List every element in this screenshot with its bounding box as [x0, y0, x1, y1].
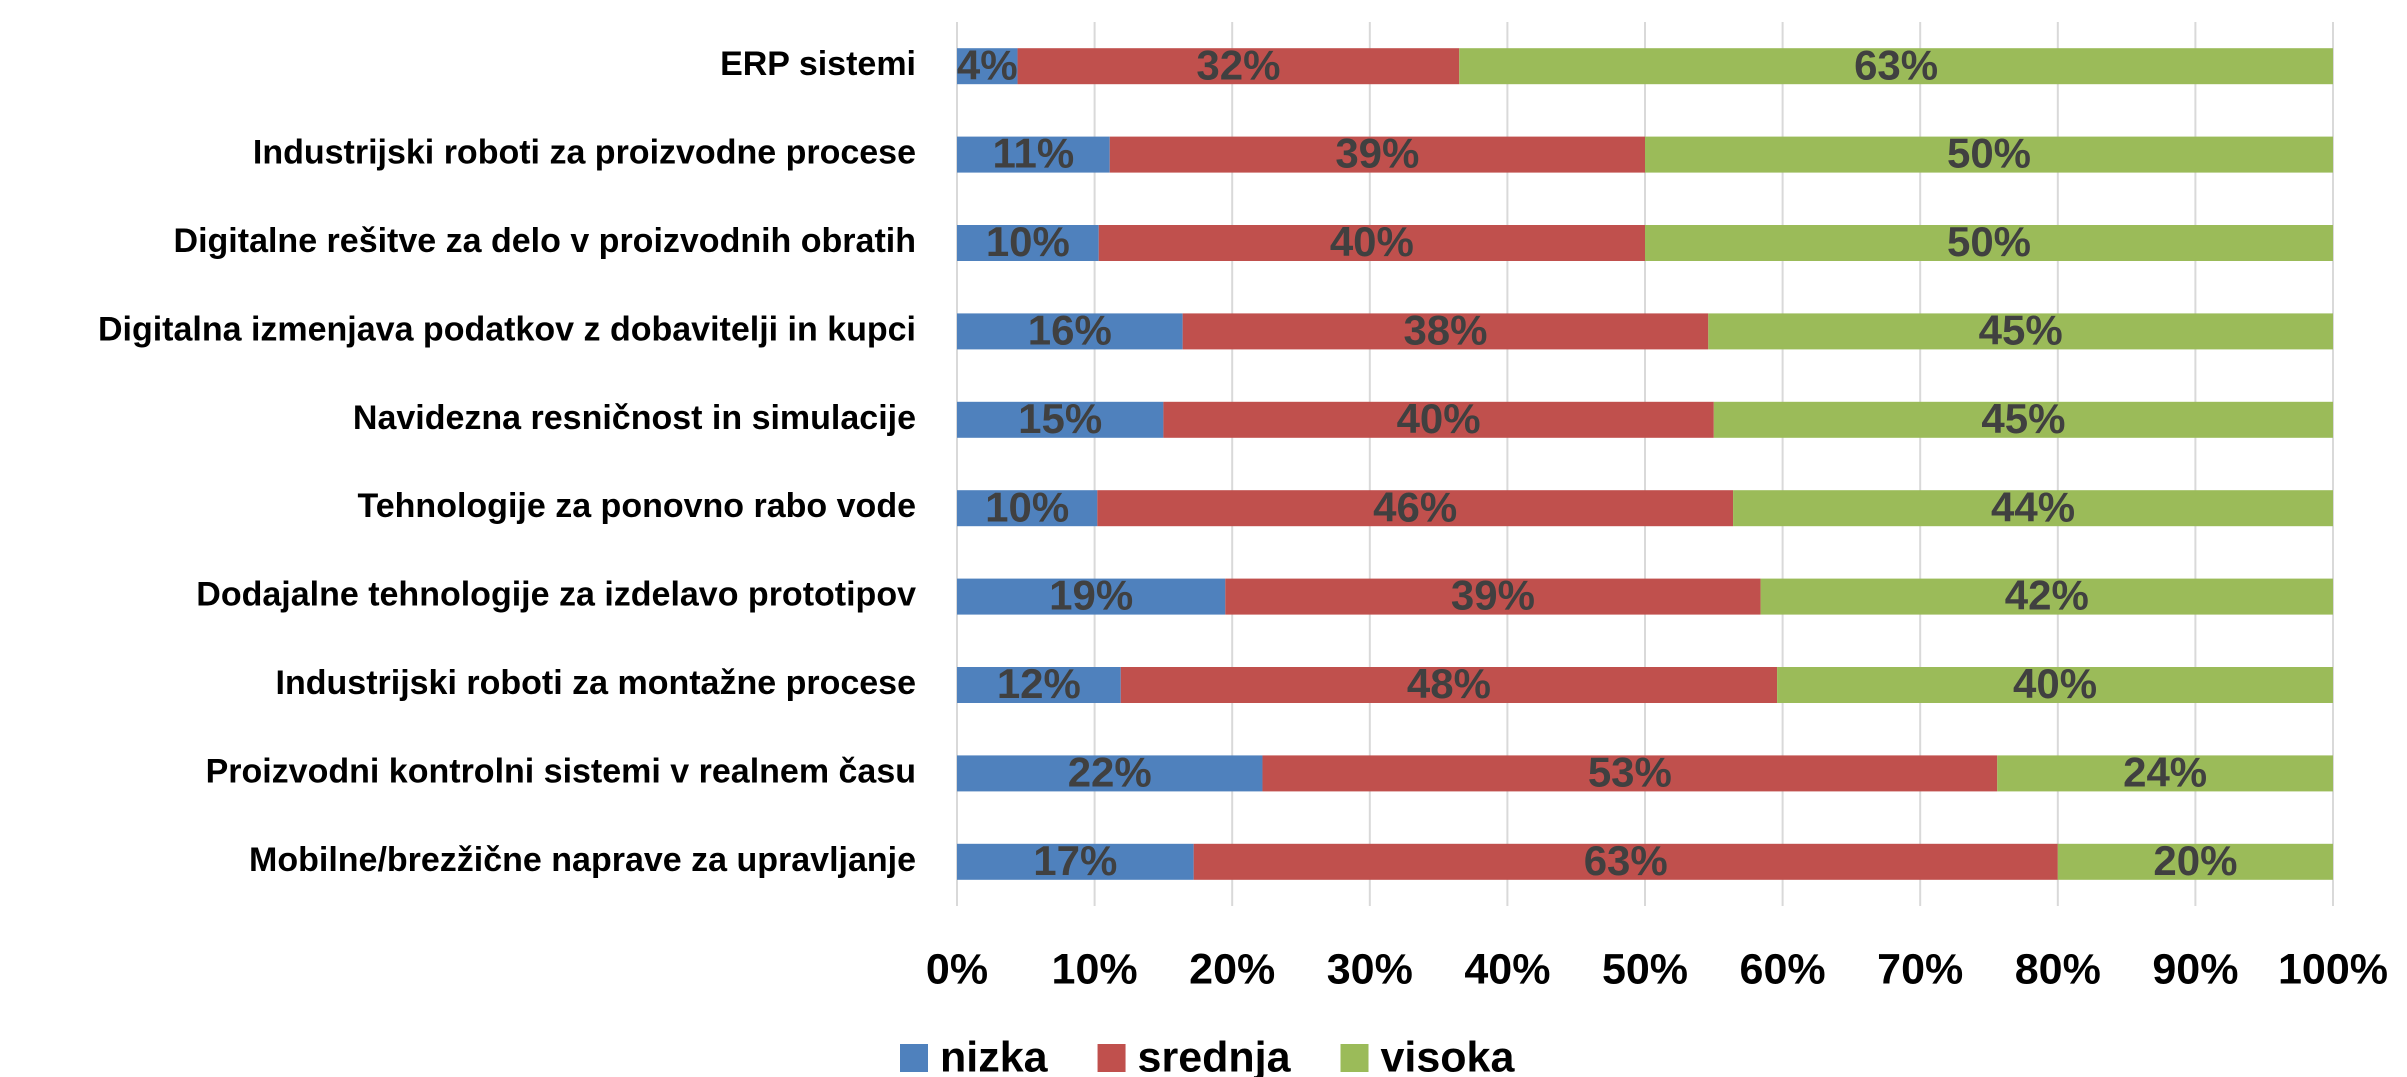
data-label: 48% — [1407, 660, 1491, 707]
bar-segment — [1097, 490, 1734, 527]
bar-segment — [1777, 667, 2333, 703]
legend-swatch — [1097, 1044, 1126, 1072]
data-label: 15% — [1018, 395, 1102, 442]
y-tick-label: Dodajalne tehnologije za izdelavo protot… — [196, 576, 916, 614]
bar-segment — [957, 843, 1194, 880]
bar-segment — [2057, 843, 2333, 880]
x-tick-label: 70% — [1877, 945, 1963, 993]
data-label: 20% — [2153, 837, 2237, 884]
x-tick-label: 60% — [1740, 945, 1826, 993]
data-label: 10% — [986, 218, 1070, 265]
data-label: 38% — [1403, 306, 1487, 353]
bar-segment — [1098, 225, 1645, 261]
y-tick-label: Digitalne rešitve za delo v proizvodnih … — [174, 222, 916, 260]
y-tick-label: Mobilne/brezžične naprave za upravljanje — [249, 841, 916, 879]
legend-label: visoka — [1381, 1033, 1516, 1077]
bar-segment — [1713, 401, 2333, 438]
x-tick-label: 30% — [1327, 945, 1413, 993]
data-label: 39% — [1451, 572, 1535, 619]
bar-segment — [1262, 755, 1998, 792]
bar-segment — [1459, 48, 2333, 85]
x-tick-label: 80% — [2015, 945, 2101, 993]
bar-segment — [957, 578, 1226, 615]
bar-segment — [957, 225, 1099, 261]
data-label: 12% — [997, 660, 1081, 707]
x-tick-label: 10% — [1052, 945, 1138, 993]
bar-segment — [1017, 48, 1460, 85]
data-label: 40% — [2013, 660, 2097, 707]
x-tick-label: 50% — [1602, 945, 1688, 993]
x-tick-label: 0% — [926, 945, 988, 993]
bar-segment — [1708, 313, 2333, 350]
x-tick-label: 90% — [2152, 945, 2238, 993]
data-label: 11% — [992, 130, 1074, 177]
y-tick-label: Industrijski roboti za montažne procese — [276, 664, 916, 702]
bar-segment — [957, 667, 1121, 703]
y-tick-label: Navidezna resničnost in simulacije — [353, 399, 916, 437]
data-label: 16% — [1028, 306, 1112, 353]
bar-segment — [957, 313, 1183, 350]
bar-segment — [1109, 136, 1645, 173]
y-tick-label: Proizvodni kontrolni sistemi v realnem č… — [206, 752, 916, 790]
data-label: 44% — [1991, 483, 2075, 530]
bar-segment — [957, 490, 1098, 527]
y-tick-label: Industrijski roboti za proizvodne proces… — [253, 134, 916, 172]
data-label: 63% — [1584, 837, 1668, 884]
bar-segment — [1163, 401, 1714, 438]
data-label: 50% — [1947, 218, 2031, 265]
bar-segment — [957, 136, 1110, 173]
data-label: 42% — [2005, 572, 2089, 619]
bar-segment — [957, 755, 1263, 792]
y-tick-label: Tehnologije za ponovno rabo vode — [358, 487, 917, 525]
bar-segment — [1193, 843, 2058, 880]
x-tick-label: 100% — [2278, 945, 2388, 993]
data-label: 45% — [1981, 395, 2065, 442]
x-tick-label: 20% — [1189, 945, 1275, 993]
legend-swatch — [1340, 1044, 1369, 1072]
legend-swatch — [900, 1044, 928, 1072]
bar-segment — [1645, 136, 2333, 173]
data-label: 53% — [1588, 748, 1672, 795]
data-label: 40% — [1330, 218, 1414, 265]
bar-segment — [1645, 225, 2333, 261]
y-tick-label: Digitalna izmenjava podatkov z dobavitel… — [98, 310, 916, 348]
data-label: 22% — [1068, 748, 1152, 795]
bar-segment — [1182, 313, 1709, 350]
legend-label: nizka — [940, 1033, 1049, 1077]
data-label: 50% — [1947, 130, 2031, 177]
bar-segment — [1997, 755, 2333, 792]
data-label: 39% — [1335, 130, 1419, 177]
bar-segment — [1733, 490, 2333, 527]
data-label: 46% — [1373, 483, 1457, 530]
data-label: 19% — [1049, 572, 1133, 619]
data-label: 10% — [985, 483, 1069, 530]
bar-segment — [957, 48, 1018, 85]
legend-label: srednja — [1138, 1033, 1292, 1077]
bar-segment — [1120, 667, 1778, 703]
bar-segment — [957, 401, 1164, 438]
data-label: 32% — [1196, 41, 1280, 88]
data-label: 17% — [1033, 837, 1117, 884]
bar-segment — [1760, 578, 2333, 615]
data-label: 24% — [2123, 748, 2207, 795]
bar-segment — [1225, 578, 1761, 615]
data-label: 40% — [1397, 395, 1481, 442]
data-label: 63% — [1854, 41, 1938, 88]
data-label: 45% — [1979, 306, 2063, 353]
y-tick-label: ERP sistemi — [720, 45, 916, 83]
x-tick-label: 40% — [1464, 945, 1550, 993]
data-label: 4% — [957, 41, 1018, 88]
